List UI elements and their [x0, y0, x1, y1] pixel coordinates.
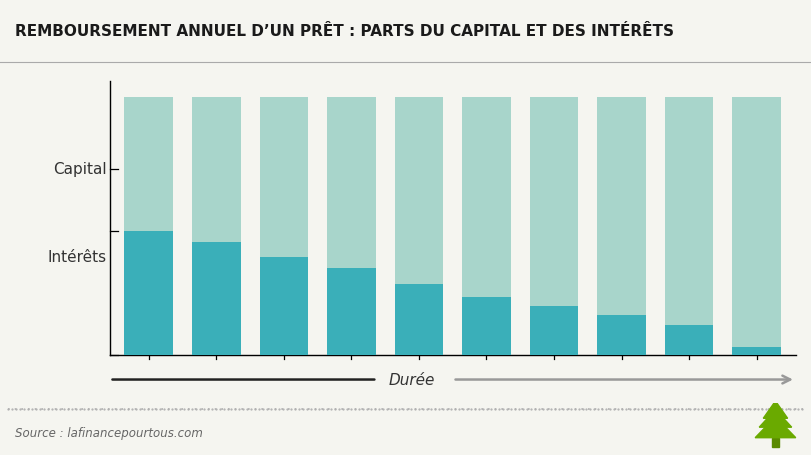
Bar	[327, 97, 375, 268]
Bar	[260, 257, 308, 355]
Bar	[771, 438, 778, 447]
Bar	[461, 97, 510, 297]
Text: REMBOURSEMENT ANNUEL D’UN PRÊT : PARTS DU CAPITAL ET DES INTÉRÊTS: REMBOURSEMENT ANNUEL D’UN PRÊT : PARTS D…	[15, 24, 673, 39]
Bar	[191, 97, 240, 243]
Bar	[394, 97, 443, 284]
Bar	[124, 231, 173, 355]
Bar	[461, 297, 510, 355]
Polygon shape	[762, 401, 787, 419]
Bar	[596, 315, 645, 355]
Bar	[327, 268, 375, 355]
Text: Source : lafinancepourtous.com: Source : lafinancepourtous.com	[15, 426, 202, 440]
Text: Durée: Durée	[388, 372, 434, 387]
Bar	[124, 97, 173, 231]
Text: Capital: Capital	[54, 162, 107, 177]
Bar	[260, 97, 308, 257]
Bar	[664, 97, 713, 325]
Text: Intérêts: Intérêts	[48, 249, 107, 264]
Bar	[191, 243, 240, 355]
Bar	[394, 284, 443, 355]
Polygon shape	[758, 410, 791, 427]
Bar	[732, 97, 780, 347]
Bar	[664, 325, 713, 355]
Bar	[529, 306, 577, 355]
Polygon shape	[754, 417, 795, 438]
Bar	[732, 347, 780, 355]
Bar	[529, 97, 577, 306]
Bar	[596, 97, 645, 315]
